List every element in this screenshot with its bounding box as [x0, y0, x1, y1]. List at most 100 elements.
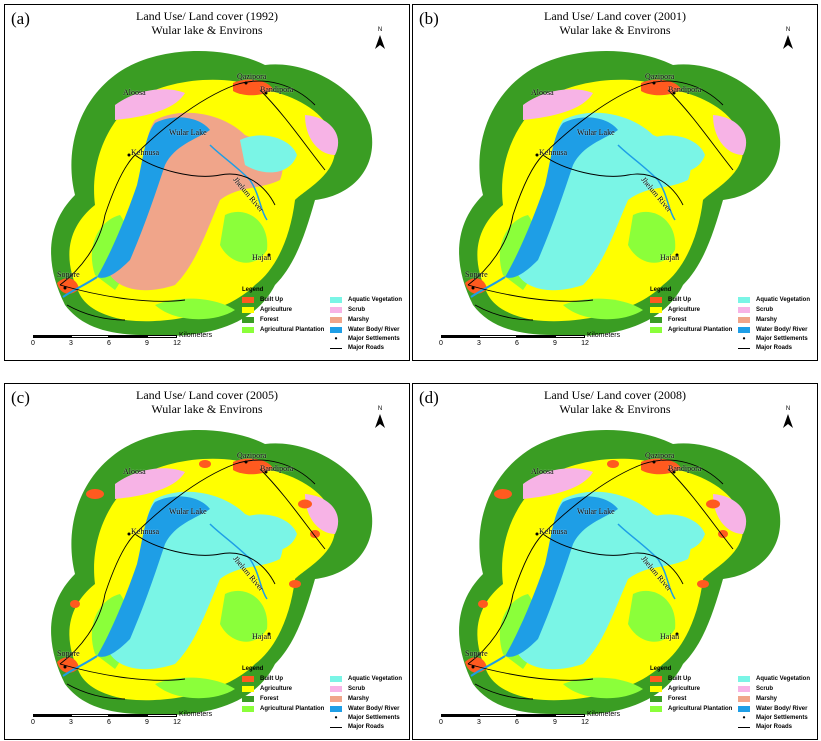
north-label: N [377, 406, 383, 412]
place-wular-lake: Wular Lake [169, 507, 207, 516]
legend-item-forest: Forest [242, 317, 278, 324]
panel-label: (a) [11, 9, 30, 28]
scale-tick: 9 [145, 340, 149, 347]
legend-item-major-settlements: • Major Settlements [738, 334, 808, 343]
scale-tick: 6 [515, 340, 519, 347]
map-panel-a: (a) Land Use/ Land cover (1992) Wular la… [4, 4, 410, 361]
map-title: Land Use/ Land cover (2008) Wular lake &… [413, 388, 817, 416]
legend-swatch [650, 706, 662, 712]
legend-item-scrub: Scrub [738, 686, 773, 693]
legend-swatch [738, 686, 750, 692]
place-aloosa: Aloosa [531, 467, 554, 476]
place-sopore: Sopore [57, 649, 80, 658]
legend-item-water-body: Water Body/ River [330, 706, 399, 713]
legend-item-agricultural-plantation: Agricultural Plantation [242, 327, 324, 334]
scale-tick: 9 [145, 719, 149, 726]
scale-segment [517, 714, 555, 717]
scale-tick: 3 [69, 340, 73, 347]
place-sopore: Sopore [465, 270, 488, 279]
scale-tick: 12 [173, 719, 181, 726]
legend-item-scrub: Scrub [330, 307, 365, 314]
place-hajan: Hajan [660, 632, 680, 641]
legend-swatch [330, 327, 342, 333]
legend-item-built-up: Built Up [242, 676, 283, 683]
scale-tick: 9 [553, 719, 557, 726]
legend-item-aquatic-vegetation: Aquatic Vegetation [738, 297, 810, 304]
scale-segment [441, 714, 479, 717]
built-up-patch [478, 600, 488, 608]
scale-tick: 3 [69, 719, 73, 726]
legend-item-aquatic-vegetation: Aquatic Vegetation [738, 676, 810, 683]
place-bandipora: Bandipora [260, 464, 294, 473]
scale-tick: 6 [107, 719, 111, 726]
legend-swatch [242, 307, 254, 313]
settlement-dot-icon: • [334, 334, 338, 343]
north-label: N [785, 27, 791, 33]
legend-swatch [242, 327, 254, 333]
legend-item-forest: Forest [650, 696, 686, 703]
legend-swatch [738, 706, 750, 712]
legend-item-agriculture: Agriculture [650, 686, 700, 693]
built-up-patch [298, 499, 312, 509]
legend: Legend Built Up Agriculture Forest Agric… [650, 287, 817, 351]
scale-bar: 0 3 6 9 12 Kilometers [29, 332, 212, 355]
legend-swatch [330, 696, 342, 702]
legend-swatch [738, 696, 750, 702]
land-cover-map [51, 51, 373, 336]
legend-title: Legend [242, 666, 264, 672]
legend-item-built-up: Built Up [242, 297, 283, 304]
scale-segment [441, 335, 479, 338]
legend-swatch [330, 686, 342, 692]
place-aloosa: Aloosa [123, 467, 146, 476]
legend-item-major-roads: Major Roads [330, 724, 384, 731]
map-title-line2: Wular lake & Environs [559, 23, 671, 37]
scale-tick: 6 [515, 719, 519, 726]
scale-segment [147, 335, 177, 338]
scale-segment [33, 335, 71, 338]
scale-tick: 0 [31, 719, 35, 726]
built-up-patch [310, 530, 320, 538]
map-panel-b: (b) Land Use/ Land cover (2001) Wular la… [412, 4, 818, 361]
scale-tick: 3 [477, 340, 481, 347]
settlement-dot-icon: • [742, 334, 746, 343]
place-hajan: Hajan [252, 253, 272, 262]
legend-item-scrub: Scrub [330, 686, 365, 693]
place-qazipora: Qazipora [237, 451, 267, 460]
scale-tick: 12 [581, 340, 589, 347]
legend-swatch [242, 676, 254, 682]
legend-item-water-body: Water Body/ River [738, 327, 807, 334]
panel-label: (d) [419, 388, 439, 407]
map-title-line2: Wular lake & Environs [151, 23, 263, 37]
map-title: Land Use/ Land cover (2001) Wular lake &… [413, 9, 817, 37]
legend-swatch [650, 686, 662, 692]
land-cover-map [459, 430, 781, 715]
scale-tick: 12 [581, 719, 589, 726]
legend-item-aquatic-vegetation: Aquatic Vegetation [330, 297, 402, 304]
scale-segment [517, 335, 555, 338]
legend-swatch [242, 696, 254, 702]
settlement-dot-icon: • [742, 713, 746, 722]
legend-title: Legend [650, 287, 672, 293]
map-title-line2: Wular lake & Environs [151, 402, 263, 416]
legend-item-aquatic-vegetation: Aquatic Vegetation [330, 676, 402, 683]
legend-swatch [650, 317, 662, 323]
place-hajan: Hajan [252, 632, 272, 641]
legend-swatch [330, 307, 342, 313]
scale-tick: 9 [553, 340, 557, 347]
legend-swatch [738, 307, 750, 313]
legend-swatch [330, 297, 342, 303]
place-aloosa: Aloosa [123, 88, 146, 97]
legend: Legend Built Up Agriculture Forest Agric… [650, 666, 817, 730]
legend: Legend Built Up Agriculture Forest Agric… [242, 287, 409, 351]
legend-item-scrub: Scrub [738, 307, 773, 314]
map-title-line1: Land Use/ Land cover (1992) [136, 9, 278, 23]
place-qazipora: Qazipora [645, 72, 675, 81]
road-line-icon [330, 726, 342, 728]
place-hajan: Hajan [660, 253, 680, 262]
place-kehnusa: Kehnusa [539, 527, 567, 536]
north-label: N [377, 27, 383, 33]
legend-swatch [738, 327, 750, 333]
map-title-line2: Wular lake & Environs [559, 402, 671, 416]
built-up-patch [494, 489, 512, 499]
legend-swatch [242, 297, 254, 303]
